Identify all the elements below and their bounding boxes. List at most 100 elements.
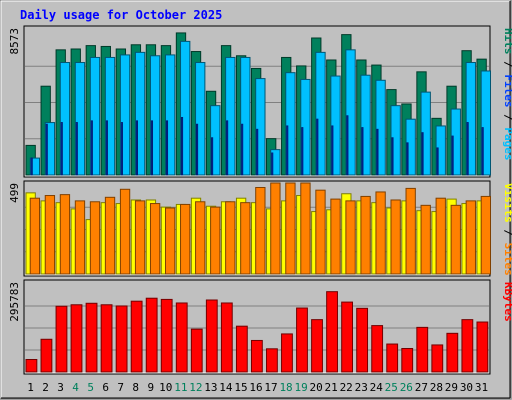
kbytes-bar [205,299,218,373]
legend-segment: Hits [502,28,512,55]
day-label: 5 [87,381,94,394]
day-label: 20 [310,381,323,394]
pages-bar [119,54,131,176]
ymax-label: 499 [8,183,21,203]
pages-bar [330,75,341,176]
kbytes-bar [115,305,128,373]
kbytes-bar [130,300,143,373]
day-label: 9 [147,381,154,394]
files-bar [150,120,154,176]
sites-bar [74,200,86,275]
day-label: 14 [219,381,233,394]
day-label: 10 [159,381,172,394]
sites-bar [285,182,296,275]
files-bar [30,157,33,176]
files-bar [60,122,63,176]
day-label: 11 [174,381,187,394]
sites-bar [435,197,446,275]
pages-bar [315,51,326,176]
files-bar [361,127,364,176]
files-bar [451,135,454,176]
kbytes-bar [371,325,384,373]
sites-bar [29,197,41,275]
pages-bar [420,91,431,176]
sites-bar [59,194,71,275]
pages-bar [360,74,371,176]
pages-bar [164,54,176,176]
legend-segment: Files [502,74,512,107]
pages-bar [74,62,86,176]
pages-bar [300,78,311,176]
pages-bar [225,56,236,176]
day-label: 23 [355,381,368,394]
kbytes-bar [326,291,338,373]
files-bar [241,123,244,176]
day-label: 17 [264,381,277,394]
files-bar [45,123,48,176]
day-label: 26 [400,381,413,394]
day-label: 30 [460,381,473,394]
kbytes-bar [100,304,113,373]
files-bar [75,122,78,176]
day-label: 8 [132,381,139,394]
sites-bar [390,199,401,275]
kbytes-bar [356,307,369,373]
pages-bar [180,40,191,176]
sites-bar [480,195,491,275]
pages-bar [240,56,251,176]
ymax-label: 8573 [8,28,21,55]
kbytes-bar [266,348,278,373]
kbytes-bar [235,325,248,373]
pages-bar [210,105,221,176]
kbytes-bar [160,298,173,373]
pages-bar [29,157,41,176]
pages-bar [44,122,56,176]
kbytes-bar [281,333,293,373]
sites-bar [300,182,311,275]
files-bar [211,137,214,176]
day-label: 3 [57,381,64,394]
kbytes-bar [55,305,68,373]
day-label: 7 [117,381,124,394]
sites-bar [134,200,146,275]
sites-bar [315,189,326,275]
chart-panels: 8573 Hits / Files / Pages 499 Visits / Site… [8,25,512,375]
files-bar [165,120,169,176]
files-bar [195,123,199,176]
pages-bar [195,62,206,176]
files-bar [226,120,229,176]
pages-bar [59,62,71,176]
kbytes-bar [341,301,354,373]
sites-bar [255,186,266,275]
sites-bar [330,198,341,275]
kbytes-bar [85,302,98,373]
kbytes-bar [175,302,188,373]
pages-bar [405,118,416,176]
sites-bar [345,200,356,275]
x-axis-day-labels: 1 2 3 4 5 6 7 8 9 10 11 12 13 14 15 16 17 18 19 20 21 22 23 24 2… [27,381,488,394]
files-bar [105,120,108,176]
day-label: 4 [72,381,79,394]
sites-bar [180,203,191,275]
sites-bar [240,202,251,275]
legend-segment: Pages [502,127,512,160]
pages-bar [255,78,266,176]
day-label: 18 [279,381,292,394]
pages-bar [390,105,401,176]
day-label: 24 [370,381,384,394]
kbytes-bar [311,319,323,373]
sites-bar [119,188,131,275]
kbytes-bar [145,297,158,373]
kbytes-bar [190,328,203,373]
kbytes-bar [461,319,474,373]
sites-bar [164,207,176,275]
right-legend: KBytes [502,282,512,322]
sites-bar [195,201,206,275]
legend-segment: / [502,108,512,128]
kbytes-bar [25,359,38,373]
day-label: 25 [385,381,398,394]
pages-bar [345,49,356,176]
kbytes-bar [40,338,53,373]
sites-bar [465,200,476,275]
